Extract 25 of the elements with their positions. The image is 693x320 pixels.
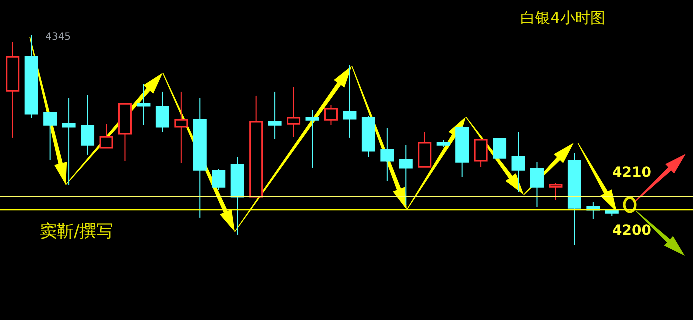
- candlestick: [549, 182, 563, 201]
- candlestick: [399, 144, 413, 206]
- candlestick: [174, 91, 188, 164]
- candlestick: [44, 112, 58, 160]
- candlestick: [81, 94, 95, 156]
- candlestick: [324, 104, 338, 126]
- chart-title: 白银4小时图: [520, 9, 606, 27]
- candlestick: [212, 168, 226, 191]
- candlestick: [156, 91, 170, 133]
- annotation: 4200: [612, 223, 652, 239]
- candlestick: [493, 138, 507, 159]
- annotation: 4345: [46, 32, 72, 43]
- candlestick: [380, 128, 394, 182]
- annotation: 4210: [612, 165, 652, 181]
- candlestick: [268, 91, 282, 140]
- candlestick: [100, 124, 114, 149]
- candlestick: [62, 98, 76, 186]
- candlestick: [343, 64, 357, 138]
- candlestick: [137, 83, 151, 126]
- candlestick: [306, 110, 320, 168]
- candlestick: [530, 162, 544, 208]
- candlestick: [474, 139, 488, 168]
- candlestick: [287, 86, 301, 138]
- candlestick: [512, 132, 526, 193]
- annotation: 窦靳/撰写: [40, 222, 114, 242]
